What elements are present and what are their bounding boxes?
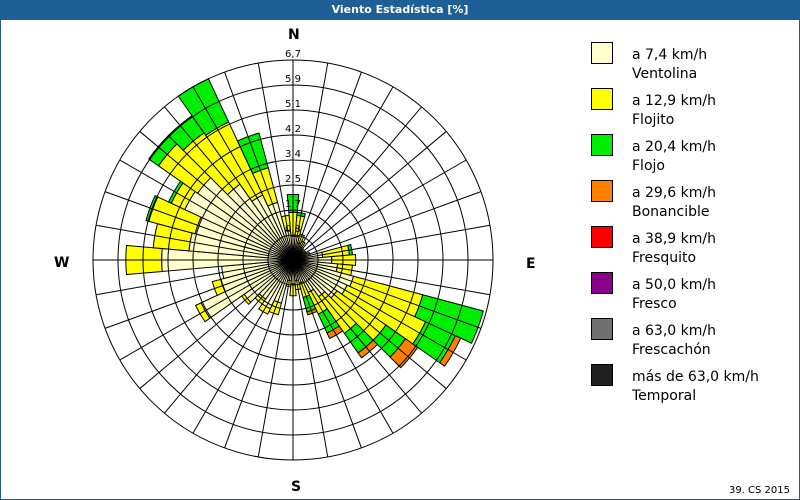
legend-name: Bonancible — [632, 204, 710, 220]
grid-spoke — [292, 62, 329, 261]
radial-tick-label: 2,5 — [285, 174, 301, 185]
footer-credit: 39. CS 2015 — [728, 485, 790, 496]
grid-spoke — [119, 259, 294, 361]
grid-spoke — [164, 259, 294, 414]
wedge-flojito-350 — [280, 214, 291, 232]
radial-tick-label: 3,4 — [285, 149, 301, 160]
grid-spoke — [257, 62, 294, 261]
legend-label: más de 63,0 km/h Temporal — [632, 368, 759, 406]
grid-spoke — [292, 259, 447, 389]
legend-swatch — [591, 226, 613, 248]
legend-swatch — [591, 318, 613, 340]
grid-spoke — [292, 259, 491, 296]
legend-range: a 63,0 km/h — [632, 323, 716, 339]
legend-range: a 29,6 km/h — [632, 185, 716, 201]
legend-name: Fresco — [632, 296, 677, 312]
compass-east: E — [526, 256, 536, 272]
legend-range: más de 63,0 km/h — [632, 369, 759, 385]
compass-north: N — [288, 27, 300, 43]
legend-swatch — [591, 134, 613, 156]
radial-tick-label: 0,8 — [285, 224, 301, 235]
legend-range: a 12,9 km/h — [632, 93, 716, 109]
grid-spoke — [139, 259, 294, 389]
grid-spoke — [224, 259, 294, 449]
grid-spoke — [139, 131, 294, 261]
grid-spoke — [292, 224, 491, 261]
legend-label: a 38,9 km/h Fresquito — [632, 230, 716, 268]
legend-range: a 50,0 km/h — [632, 277, 716, 293]
legend-range: a 7,4 km/h — [632, 47, 708, 63]
radial-tick-label: 6,7 — [285, 49, 301, 60]
legend-name: Ventolina — [632, 66, 698, 82]
legend-label: a 29,6 km/h Bonancible — [632, 184, 716, 222]
grid-spoke — [192, 86, 294, 261]
grid-spoke — [164, 106, 294, 261]
legend-swatch — [591, 88, 613, 110]
grid-spoke — [224, 71, 294, 261]
grid-spoke — [292, 159, 467, 261]
grid-spoke — [292, 131, 447, 261]
legend-label: a 20,4 km/h Flojo — [632, 138, 716, 176]
grid-spoke — [292, 86, 394, 261]
compass-south: S — [291, 479, 302, 495]
legend-range: a 38,9 km/h — [632, 231, 716, 247]
legend-label: a 63,0 km/h Frescachón — [632, 322, 716, 360]
legend-swatch — [591, 180, 613, 202]
grid-spoke — [104, 191, 294, 261]
legend-name: Frescachón — [632, 342, 711, 358]
center-hub — [287, 254, 299, 266]
legend-swatch — [591, 272, 613, 294]
wedge-flojo-340 — [236, 132, 269, 175]
grid-spoke — [292, 259, 482, 329]
legend-swatch — [591, 364, 613, 386]
legend-label: a 12,9 km/h Flojito — [632, 92, 716, 130]
grid-spoke — [257, 259, 294, 458]
radial-tick-label: 5,1 — [285, 99, 301, 110]
grid-spoke — [292, 259, 422, 414]
radial-tick-label: 1,7 — [285, 199, 301, 210]
chart-title: Viento Estadística [%] — [0, 0, 800, 20]
grid-spoke — [119, 159, 294, 261]
compass-west: W — [54, 255, 70, 271]
grid-spoke — [292, 106, 422, 261]
grid-spoke — [95, 224, 294, 261]
legend-label: a 50,0 km/h Fresco — [632, 276, 716, 314]
legend-range: a 20,4 km/h — [632, 139, 716, 155]
grid-spoke — [292, 259, 329, 458]
grid-spoke — [104, 259, 294, 329]
wedge-flojo-110 — [414, 294, 484, 344]
grid-spoke — [292, 259, 394, 434]
legend-name: Flojo — [632, 158, 665, 174]
legend-name: Flojito — [632, 112, 675, 128]
grid-spoke — [292, 259, 467, 361]
grid-spoke — [95, 259, 294, 296]
legend-label: a 7,4 km/h Ventolina — [632, 46, 707, 84]
legend-name: Fresquito — [632, 250, 697, 266]
grid-spoke — [292, 71, 362, 261]
legend-swatch — [591, 42, 613, 64]
radial-tick-label: 4,2 — [285, 124, 301, 135]
legend-name: Temporal — [632, 388, 697, 404]
radial-tick-label: 5,9 — [285, 74, 301, 85]
grid-spoke — [192, 259, 294, 434]
grid-spoke — [292, 259, 362, 449]
grid-spoke — [292, 191, 482, 261]
